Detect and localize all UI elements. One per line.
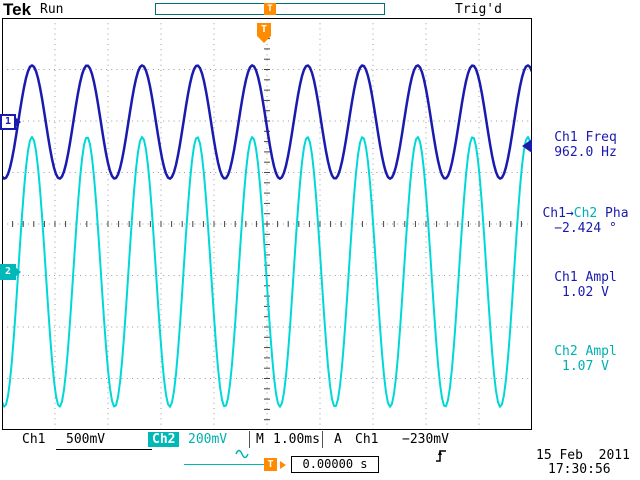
trigger-time-marker-icon: T <box>257 23 271 43</box>
record-view-bar: T <box>155 3 385 15</box>
measurement-value: 962.0 Hz <box>554 145 617 160</box>
ch1-ground-marker: 1 <box>0 114 21 130</box>
ch2-ground-marker: 2 <box>0 264 21 280</box>
measurement-phase: Ch1→Ch2 Pha −2.424 ° <box>533 206 638 236</box>
timebase-label: M <box>256 432 264 447</box>
graticule-and-traces <box>2 18 532 430</box>
measurement-ch1-freq: Ch1 Freq 962.0 Hz <box>533 130 638 160</box>
measurement-ch1-ampl: Ch1 Ampl 1.02 V <box>533 270 638 300</box>
ch2-scale-label: Ch2 <box>148 432 180 447</box>
measurement-label: Ch1 Ampl <box>554 270 617 285</box>
trigger-delay-readout: 0.00000 s <box>291 456 379 473</box>
trigger-level-value: −230mV <box>402 432 449 447</box>
time-display: 17:30:56 <box>548 462 611 477</box>
phase-src2: Ch2 <box>573 206 598 221</box>
trigger-status: Trig'd <box>455 2 502 17</box>
timebase-value: 1.00ms <box>273 432 320 447</box>
measurement-label: Ch1 Freq <box>554 130 617 145</box>
measurement-ch2-ampl: Ch2 Ampl 1.07 V <box>533 344 638 374</box>
measurement-label: Ch1→Ch2 Pha <box>533 206 638 221</box>
trigger-position-marker-icon: T <box>264 3 276 15</box>
trigger-level-arrow-icon <box>522 139 532 153</box>
measurement-label: Ch2 Ampl <box>554 344 617 359</box>
rising-edge-icon <box>388 433 447 467</box>
measurement-value: 1.07 V <box>562 359 609 374</box>
waveform-display: T 1 2 <box>0 18 532 430</box>
acquisition-status: Run <box>40 2 64 17</box>
ch2-scale-value: 200mV <box>188 432 228 447</box>
trigger-source: Ch1 <box>355 432 379 447</box>
statusbar-divider <box>249 431 250 448</box>
ch2-scale-group: 200mV <box>184 432 274 465</box>
phase-src1: Ch1→ <box>542 206 574 221</box>
ch1-scale-label: Ch1 <box>22 432 46 447</box>
tek-logo: Tek <box>3 0 32 19</box>
measurement-value: −2.424 ° <box>554 221 617 236</box>
right-arrow-icon <box>280 461 286 469</box>
ch1-scale-value: 500mV <box>56 432 152 450</box>
statusbar-divider <box>322 431 323 448</box>
date-display: 15 Feb 2011 <box>536 448 630 463</box>
trigger-delay-marker-icon: T <box>264 458 277 471</box>
measurement-value: 1.02 V <box>562 285 609 300</box>
ac-sine-icon <box>235 449 249 459</box>
trigger-mode-label: A <box>334 432 342 447</box>
phase-suffix: Pha <box>597 206 629 221</box>
status-bar: Ch1 500mV Ch2 200mV M 1.00ms A Ch1 −230m… <box>2 431 532 465</box>
